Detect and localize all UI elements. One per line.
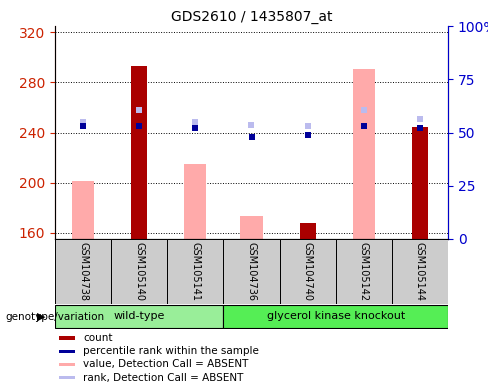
Bar bbox=[300, 223, 316, 239]
Text: wild-type: wild-type bbox=[114, 311, 165, 321]
Text: count: count bbox=[83, 333, 113, 343]
Bar bbox=[280, 239, 336, 304]
Text: GSM105141: GSM105141 bbox=[190, 242, 201, 301]
Bar bbox=[412, 127, 428, 239]
Text: GSM104736: GSM104736 bbox=[246, 242, 257, 301]
Bar bbox=[59, 349, 76, 353]
Text: value, Detection Call = ABSENT: value, Detection Call = ABSENT bbox=[83, 359, 249, 369]
Text: genotype/variation: genotype/variation bbox=[5, 311, 104, 321]
Bar bbox=[59, 336, 76, 339]
Bar bbox=[59, 376, 76, 379]
Bar bbox=[72, 181, 94, 239]
Bar bbox=[392, 239, 448, 304]
Bar bbox=[55, 239, 111, 304]
Bar bbox=[224, 305, 448, 328]
Bar bbox=[55, 305, 224, 328]
Bar bbox=[131, 66, 147, 239]
Text: GSM104740: GSM104740 bbox=[303, 242, 313, 301]
Text: GSM105140: GSM105140 bbox=[134, 242, 144, 301]
Bar bbox=[167, 239, 224, 304]
Bar bbox=[224, 239, 280, 304]
Bar bbox=[184, 164, 206, 239]
Bar bbox=[59, 363, 76, 366]
Text: ▶: ▶ bbox=[37, 311, 45, 321]
Title: GDS2610 / 1435807_at: GDS2610 / 1435807_at bbox=[171, 10, 332, 23]
Bar bbox=[336, 239, 392, 304]
Text: glycerol kinase knockout: glycerol kinase knockout bbox=[266, 311, 405, 321]
Text: GSM104738: GSM104738 bbox=[78, 242, 88, 301]
Text: percentile rank within the sample: percentile rank within the sample bbox=[83, 346, 259, 356]
Bar bbox=[353, 69, 375, 239]
Text: rank, Detection Call = ABSENT: rank, Detection Call = ABSENT bbox=[83, 373, 244, 383]
Text: GSM105142: GSM105142 bbox=[359, 242, 369, 301]
Bar bbox=[111, 239, 167, 304]
Text: GSM105144: GSM105144 bbox=[415, 242, 425, 301]
Bar bbox=[241, 217, 263, 239]
